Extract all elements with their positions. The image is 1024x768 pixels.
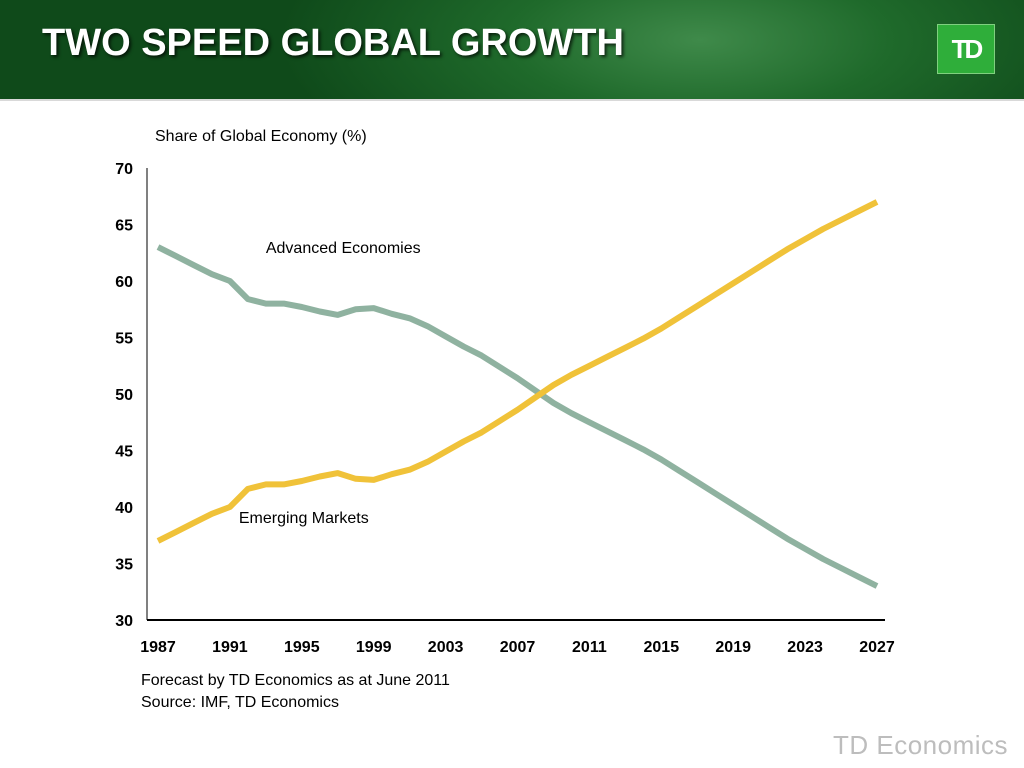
series-label-emerging-markets: Emerging Markets [239,510,369,527]
y-tick-label: 50 [115,387,133,404]
x-tick-label: 2019 [715,639,751,656]
y-tick-label: 40 [115,500,133,517]
y-tick-label: 55 [115,331,133,348]
y-tick-label: 65 [115,218,133,235]
y-tick-label: 45 [115,444,133,461]
source-note: Source: IMF, TD Economics [141,694,339,711]
x-tick-label: 1991 [212,639,248,656]
y-tick-label: 60 [115,274,133,291]
forecast-note: Forecast by TD Economics as at June 2011 [141,672,450,689]
y-tick-label: 30 [115,613,133,630]
y-tick-label: 70 [115,161,133,178]
series-line-advanced-economies [156,244,879,589]
header-divider [0,99,1024,101]
x-tick-label: 2003 [428,639,464,656]
x-tick-label: 2027 [859,639,895,656]
x-tick-label: 2011 [572,639,607,656]
x-tick-label: 2015 [644,639,680,656]
y-axis-title: Share of Global Economy (%) [155,128,367,145]
x-tick-label: 1995 [284,639,320,656]
series-line-emerging-markets [156,199,879,544]
x-tick-label: 1999 [356,639,392,656]
slide-title: TWO SPEED GLOBAL GROWTH [42,22,624,64]
slide-header [0,0,1024,99]
x-tick-label: 2023 [787,639,823,656]
x-tick-label: 2007 [500,639,536,656]
td-economics-wordmark: TD Economics [833,730,1009,760]
series-label-advanced-economies: Advanced Economies [266,240,421,257]
y-tick-label: 35 [115,557,133,574]
td-logo: TD [937,24,995,74]
x-tick-label: 1987 [140,639,176,656]
